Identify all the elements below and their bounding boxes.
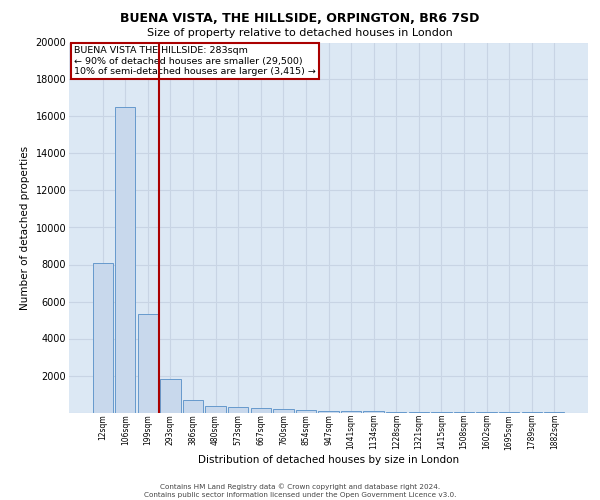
Text: Size of property relative to detached houses in London: Size of property relative to detached ho… [147,28,453,38]
Bar [183,400,203,412]
Bar [92,262,113,412]
Text: BUENA VISTA, THE HILLSIDE, ORPINGTON, BR6 7SD: BUENA VISTA, THE HILLSIDE, ORPINGTON, BR… [121,12,479,26]
Text: Contains HM Land Registry data © Crown copyright and database right 2024.
Contai: Contains HM Land Registry data © Crown c… [144,484,456,498]
Bar [115,107,136,412]
Y-axis label: Number of detached properties: Number of detached properties [20,146,30,310]
Bar [319,410,338,412]
Text: BUENA VISTA THE HILLSIDE: 283sqm
← 90% of detached houses are smaller (29,500)
1: BUENA VISTA THE HILLSIDE: 283sqm ← 90% o… [74,46,316,76]
Bar [341,411,361,412]
Bar [160,379,181,412]
Bar [205,406,226,412]
Bar [273,409,293,412]
Bar [251,408,271,412]
X-axis label: Distribution of detached houses by size in London: Distribution of detached houses by size … [198,455,459,465]
Bar [228,408,248,412]
Bar [296,410,316,412]
Bar [138,314,158,412]
